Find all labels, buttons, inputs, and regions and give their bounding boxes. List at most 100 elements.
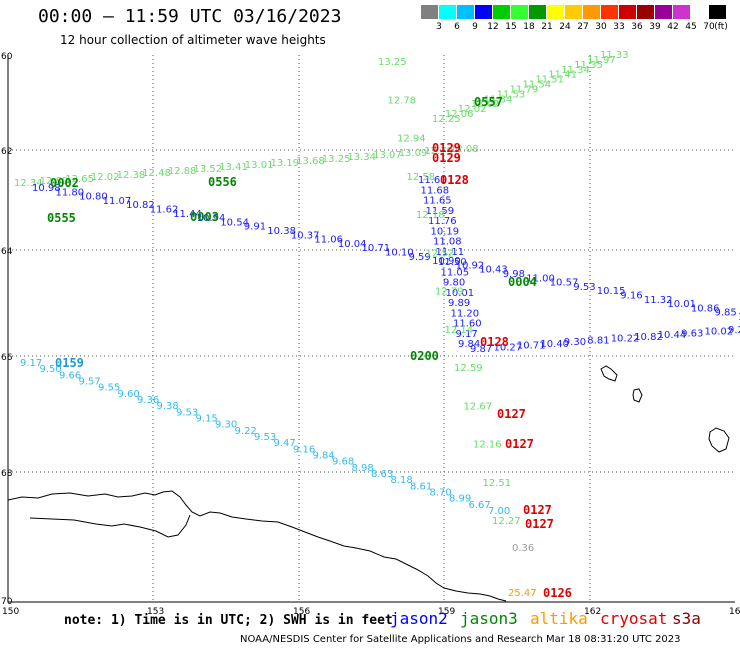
pass-labels: 0002 0555 0556 0003 0557 0004 0200 0159 01290129… xyxy=(47,95,572,600)
wave-height-value: 11.61 xyxy=(418,175,447,186)
wave-height-value: 11.50 xyxy=(438,257,467,268)
wave-height-value: 11.79 xyxy=(510,85,539,96)
coastline-path xyxy=(7,490,507,602)
scale-swatch xyxy=(655,5,672,19)
scale-label: 45 xyxy=(685,22,697,32)
lat-tick-label: 66 xyxy=(1,353,13,363)
wave-height-value: 9.98 xyxy=(503,269,525,280)
footer-note: note: 1) Time is in UTC; 2) SWH is in fe… xyxy=(64,613,393,628)
wave-height-value: 13.68 xyxy=(296,156,325,167)
scale-swatch xyxy=(547,5,564,19)
wave-height-value: 11.07 xyxy=(103,196,132,207)
wave-height-value: 12.34 xyxy=(14,178,43,189)
wave-height-value: 9.30 xyxy=(564,337,586,348)
wave-height-value: 12.52 xyxy=(426,248,455,259)
map-gridlines xyxy=(8,55,735,602)
lat-tick-label: 62 xyxy=(1,147,12,157)
wave-height-value: 12.89 xyxy=(40,176,69,187)
wave-height-value: 10.92 xyxy=(456,260,485,271)
scale-swatch xyxy=(475,5,492,19)
lat-tick-label: 70 xyxy=(1,597,13,607)
legend-altika: altika xyxy=(530,609,588,628)
wave-height-value: 9.84 xyxy=(458,339,480,350)
wave-height-value: 10.43 xyxy=(479,265,508,276)
wave-height-value: 12.25 xyxy=(432,114,461,125)
wave-height-value: 9.85 xyxy=(715,308,737,319)
wave-height-value: 10.44 xyxy=(658,330,687,341)
wave-height-value: 10.37 xyxy=(291,230,320,241)
wave-height-value: 12.79 xyxy=(435,287,464,298)
lat-tick-label: 64 xyxy=(1,247,13,257)
wave-height-value: 12.02 xyxy=(471,99,500,110)
wave-height-value: 10.90 xyxy=(432,256,461,267)
pass-number-label: 0159 xyxy=(55,356,84,370)
scale-label: 21 xyxy=(541,22,553,32)
scale-unit: (ft) xyxy=(714,22,728,32)
wave-height-value: 11.08 xyxy=(433,237,462,248)
wave-height-value: 13.25 xyxy=(322,154,351,165)
pass-number-label: 0127 xyxy=(523,503,552,517)
wave-height-value: 8.63 xyxy=(371,469,393,480)
wave-height-value: 9.15 xyxy=(196,414,218,425)
wave-height-value: 10.94 xyxy=(197,213,226,224)
wave-height-value: 12.02 xyxy=(91,172,120,183)
wave-height-value: 8.99 xyxy=(449,494,471,505)
pass-number-label: 0129 xyxy=(432,151,461,165)
wave-height-value: 11.06 xyxy=(314,235,343,246)
wave-height-value: 13.07 xyxy=(373,150,402,161)
wave-height-value: 10.02 xyxy=(705,327,734,338)
scale-swatch xyxy=(619,5,636,19)
wave-height-value: 11.34 xyxy=(484,94,513,105)
lon-tick-label: 165 xyxy=(729,607,740,617)
pass-number-label: 0127 xyxy=(505,437,534,451)
coastline-inlet xyxy=(29,514,191,538)
wave-height-value: 12.16 xyxy=(473,440,502,451)
scale-label: 27 xyxy=(577,22,589,32)
wave-height-value: 12.06 xyxy=(445,109,474,120)
scale-swatch xyxy=(439,5,456,19)
wave-height-value: 11.20 xyxy=(451,308,480,319)
wave-height-value: 9.17 xyxy=(20,358,42,369)
wave-height-value: 12.79 xyxy=(424,146,453,157)
wave-height-value: 9.59 xyxy=(409,252,431,263)
wave-height-value: 10.27 xyxy=(494,342,523,353)
scale-label: 42 xyxy=(667,22,679,32)
legend-s3a: s3a xyxy=(672,609,701,628)
wave-height-value: 11.80 xyxy=(56,187,85,198)
pass-number-label: 0128 xyxy=(440,173,469,187)
lon-tick-label: 159 xyxy=(438,607,455,617)
wave-height-value: 9.55 xyxy=(98,383,120,394)
wave-height-value: 25.47 xyxy=(508,588,537,599)
lon-tick-label: 156 xyxy=(293,607,310,617)
wave-height-value: 9.36 xyxy=(137,395,159,406)
wave-height-value: 10.01 xyxy=(446,288,475,299)
scale-label: 36 xyxy=(631,22,643,32)
wave-height-value: 9.53 xyxy=(573,282,595,293)
scale-label: 9 xyxy=(472,22,478,32)
scale-swatch xyxy=(511,5,528,19)
wave-height-value: 8.61 xyxy=(410,481,432,492)
wave-height-value: 12.18 xyxy=(416,210,445,221)
wave-height-value: 9.50 xyxy=(40,364,62,375)
wave-height-value: 12.38 xyxy=(117,170,146,181)
wave-height-value: 9.53 xyxy=(254,432,276,443)
wave-height-value: 11.34 xyxy=(561,65,590,76)
legend-cryosat: cryosat xyxy=(600,609,668,628)
wave-height-value: 12.88 xyxy=(168,166,197,177)
scale-swatch xyxy=(565,5,582,19)
wave-height-value: 11.44 xyxy=(173,209,202,220)
scale-label: 70 xyxy=(703,22,715,32)
wave-height-value: 11.53 xyxy=(497,89,526,100)
wave-height-value: 12.14 xyxy=(445,325,474,336)
pass-number-label: 0128 xyxy=(480,335,509,349)
wave-height-value: 11.33 xyxy=(600,50,629,61)
pass-number-label: 0557 xyxy=(474,95,503,109)
scale-swatch xyxy=(673,5,690,19)
wave-height-value: 11.68 xyxy=(421,185,450,196)
lon-tick-label: 153 xyxy=(147,607,164,617)
wave-height-value: 13.41 xyxy=(219,162,248,173)
wave-height-value: 12.27 xyxy=(492,516,521,527)
wave-height-value: 11.76 xyxy=(428,216,457,227)
